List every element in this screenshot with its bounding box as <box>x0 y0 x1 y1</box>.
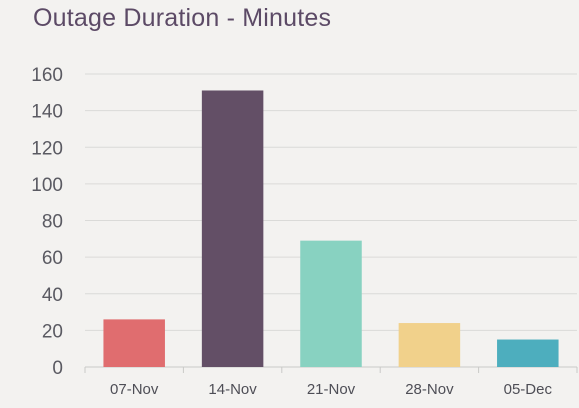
x-tick-label: 14-Nov <box>208 381 257 398</box>
y-tick-label: 0 <box>52 358 63 379</box>
bars <box>103 90 559 367</box>
x-tick-label: 21-Nov <box>307 381 356 398</box>
x-tick-label: 28-Nov <box>405 381 454 398</box>
x-tick-label: 05-Dec <box>504 381 553 398</box>
y-tick-label: 60 <box>42 248 63 269</box>
bar-14-nov <box>201 90 264 367</box>
y-tick-label: 20 <box>42 321 63 342</box>
chart-title: Outage Duration - Minutes <box>33 4 332 32</box>
bar-05-dec <box>497 339 559 367</box>
x-axis-ticks: 07-Nov 14-Nov 21-Nov 28-Nov 05-Dec <box>84 367 578 398</box>
y-tick-label: 160 <box>31 65 63 86</box>
y-tick-label: 140 <box>31 102 63 123</box>
bar-28-nov <box>398 323 461 367</box>
bar-07-nov <box>103 319 165 367</box>
bar-21-nov <box>300 240 362 367</box>
y-tick-label: 40 <box>42 285 63 306</box>
y-axis-ticks: 0 20 40 60 80 100 120 140 160 <box>31 65 63 379</box>
y-tick-label: 100 <box>31 175 63 196</box>
y-tick-label: 80 <box>42 212 63 233</box>
x-tick-label: 07-Nov <box>110 381 159 398</box>
y-tick-label: 120 <box>31 138 63 159</box>
